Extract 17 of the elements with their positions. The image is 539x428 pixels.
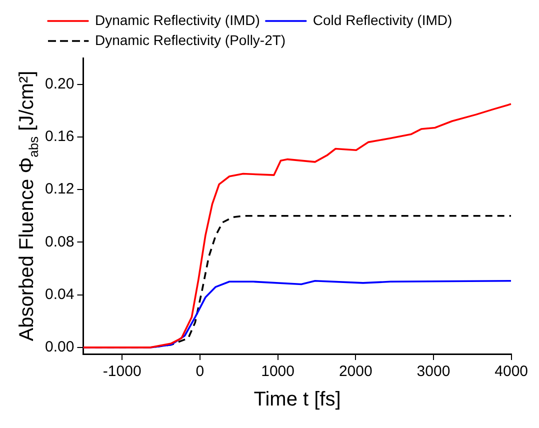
x-tick-label: 3000 xyxy=(416,363,450,380)
x-tick-label: -1000 xyxy=(102,363,142,380)
x-tick-label: 4000 xyxy=(494,363,528,380)
legend-label: Dynamic Reflectivity (Polly-2T) xyxy=(95,32,286,48)
legend-label: Cold Reflectivity (IMD) xyxy=(312,12,452,28)
x-tick-label: 0 xyxy=(196,363,204,380)
y-axis-title: Absorbed Fluence Φabs [J/cm²] xyxy=(16,70,41,342)
legend-label: Dynamic Reflectivity (IMD) xyxy=(95,12,260,28)
y-tick-label: 0.04 xyxy=(44,286,74,303)
y-tick-label: 0.12 xyxy=(44,180,74,198)
x-tick-label: 1000 xyxy=(261,363,294,380)
y-tick-label: 0.16 xyxy=(44,128,74,146)
y-tick-label: 0.00 xyxy=(44,338,74,356)
x-tick-label: 2000 xyxy=(338,363,372,380)
x-axis-title: Time t [fs] xyxy=(254,388,341,411)
y-tick-label: 0.08 xyxy=(44,233,74,250)
y-tick-label: 0.20 xyxy=(44,75,74,92)
